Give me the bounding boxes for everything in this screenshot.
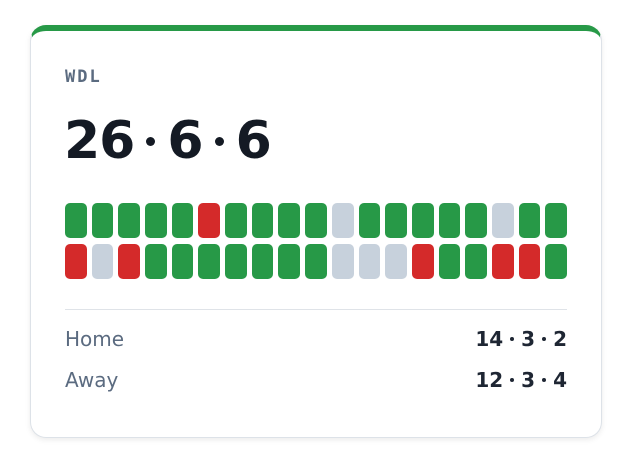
result-block	[331, 244, 354, 279]
result-block	[91, 203, 114, 238]
result-block	[385, 203, 407, 238]
separator	[146, 136, 156, 146]
result-block	[545, 244, 567, 279]
result-block	[491, 203, 514, 238]
result-block	[251, 244, 274, 279]
result-block	[278, 203, 301, 238]
result-block	[465, 244, 487, 279]
wdl-card: WDL 26 6 6 Home 14 3 2 Away 12 3 4	[30, 25, 602, 438]
split-name: Home	[65, 327, 125, 351]
result-block	[305, 244, 327, 279]
result-block	[491, 244, 514, 279]
result-block	[518, 244, 541, 279]
result-block	[305, 203, 327, 238]
result-block	[171, 203, 194, 238]
split-value: 14	[475, 327, 504, 351]
result-block	[385, 244, 407, 279]
result-block	[545, 203, 567, 238]
result-block	[358, 203, 381, 238]
split-value: 4	[553, 368, 567, 392]
result-block	[171, 244, 194, 279]
result-block	[198, 244, 221, 279]
result-block	[438, 244, 461, 279]
separator	[214, 136, 224, 146]
result-block	[438, 203, 461, 238]
result-block	[91, 244, 114, 279]
result-block	[225, 244, 247, 279]
result-block	[145, 203, 167, 238]
split-values: 14 3 2	[475, 327, 567, 351]
split-values: 12 3 4	[475, 368, 567, 392]
score-value: 26	[64, 111, 135, 171]
score-value: 6	[167, 111, 203, 171]
result-block	[411, 244, 434, 279]
split-name: Away	[65, 368, 119, 392]
result-block	[198, 203, 221, 238]
result-block	[145, 244, 167, 279]
split-row: Home 14 3 2	[65, 327, 567, 351]
result-block	[225, 203, 247, 238]
card-label: WDL	[65, 67, 102, 87]
result-block	[465, 203, 487, 238]
result-block	[65, 244, 87, 279]
split-value: 3	[521, 368, 536, 392]
result-block	[518, 203, 541, 238]
score: 26 6 6	[64, 111, 272, 171]
split-value: 2	[553, 327, 567, 351]
separator	[542, 337, 547, 341]
result-block	[65, 203, 87, 238]
result-block	[411, 203, 434, 238]
results-grid	[65, 203, 567, 279]
score-value: 6	[235, 111, 272, 171]
separator	[510, 378, 515, 382]
result-block	[278, 244, 301, 279]
result-block	[331, 203, 354, 238]
result-block	[358, 244, 381, 279]
separator	[510, 337, 515, 341]
split-row: Away 12 3 4	[65, 368, 567, 392]
result-block	[118, 244, 141, 279]
split-value: 12	[475, 368, 504, 392]
separator	[542, 378, 547, 382]
divider	[65, 309, 567, 310]
result-block	[118, 203, 141, 238]
result-block	[251, 203, 274, 238]
split-value: 3	[521, 327, 536, 351]
